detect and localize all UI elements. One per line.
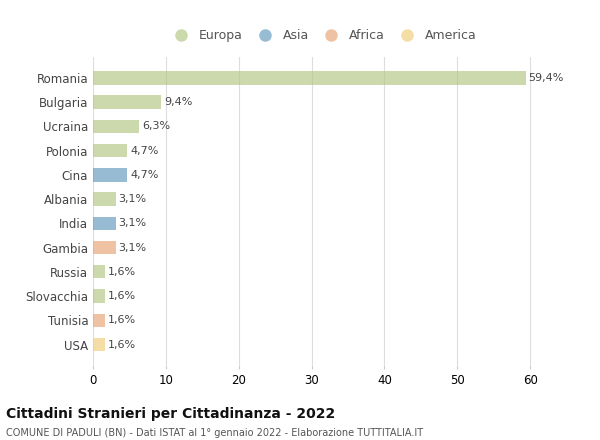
Text: COMUNE DI PADULI (BN) - Dati ISTAT al 1° gennaio 2022 - Elaborazione TUTTITALIA.: COMUNE DI PADULI (BN) - Dati ISTAT al 1°… [6, 428, 423, 438]
Text: Cittadini Stranieri per Cittadinanza - 2022: Cittadini Stranieri per Cittadinanza - 2… [6, 407, 335, 421]
Bar [93, 338, 104, 351]
Text: 9,4%: 9,4% [164, 97, 193, 107]
Bar [93, 144, 127, 157]
Bar [93, 192, 116, 206]
Bar [93, 216, 116, 230]
Text: 1,6%: 1,6% [107, 315, 136, 325]
Bar [93, 290, 104, 303]
Legend: Europa, Asia, Africa, America: Europa, Asia, Africa, America [166, 26, 479, 44]
Text: 4,7%: 4,7% [130, 170, 158, 180]
Text: 1,6%: 1,6% [107, 267, 136, 277]
Bar [93, 265, 104, 279]
Bar [93, 241, 116, 254]
Bar [93, 71, 526, 84]
Text: 1,6%: 1,6% [107, 340, 136, 349]
Text: 3,1%: 3,1% [119, 242, 146, 253]
Text: 3,1%: 3,1% [119, 218, 146, 228]
Bar [93, 168, 127, 182]
Bar [93, 120, 139, 133]
Text: 1,6%: 1,6% [107, 291, 136, 301]
Text: 4,7%: 4,7% [130, 146, 158, 156]
Bar [93, 314, 104, 327]
Bar [93, 95, 161, 109]
Text: 6,3%: 6,3% [142, 121, 170, 132]
Text: 3,1%: 3,1% [119, 194, 146, 204]
Text: 59,4%: 59,4% [529, 73, 564, 83]
